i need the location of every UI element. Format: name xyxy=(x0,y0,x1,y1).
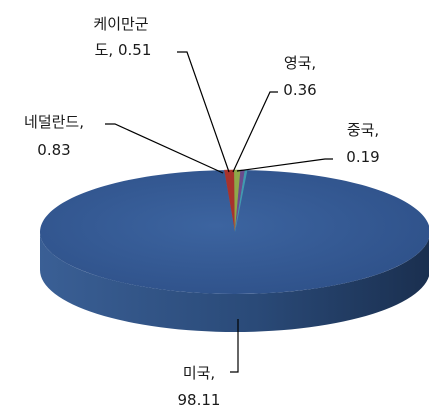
label-영국-name: 영국, xyxy=(284,54,316,72)
leader-line-영국 xyxy=(232,91,278,173)
label-네덜란드-value: 0.83 xyxy=(37,141,70,159)
label-영국-value: 0.36 xyxy=(283,81,316,99)
leader-line-중국 xyxy=(236,158,333,172)
pie-slices xyxy=(40,169,429,294)
leader-line-미국 xyxy=(230,319,239,373)
pie-slice-미국 xyxy=(40,170,429,294)
leader-lines xyxy=(105,51,333,373)
label-중국-value: 0.19 xyxy=(346,148,379,166)
label-네덜란드-name: 네덜란드, xyxy=(24,113,84,131)
label-미국-name: 미국, xyxy=(183,364,215,382)
slice-labels: 케이만군 도, 0.51 영국, 0.36 네덜란드, 0.83 중국, 0.1… xyxy=(24,15,380,409)
label-케이만군도-line1: 케이만군 xyxy=(93,15,148,33)
label-미국-value: 98.11 xyxy=(178,391,221,409)
label-중국-name: 중국, xyxy=(347,121,379,139)
leader-line-네덜란드 xyxy=(105,123,224,174)
leader-line-케이만군도 xyxy=(177,51,230,173)
pie-side-wall xyxy=(40,232,429,332)
label-케이만군도-line2: 도, 0.51 xyxy=(95,41,152,59)
